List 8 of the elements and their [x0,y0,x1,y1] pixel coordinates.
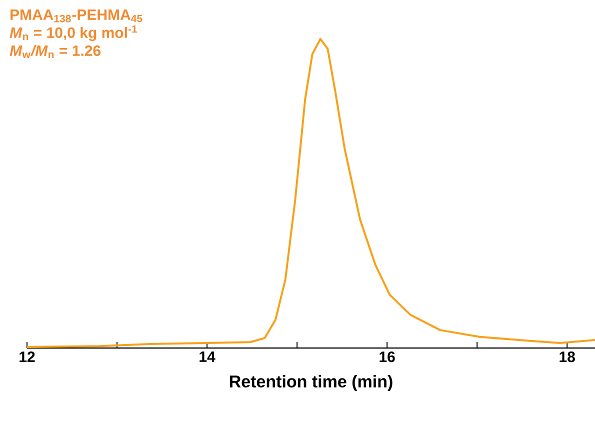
x-tick-label: 18 [560,352,575,362]
x-tick-label: 16 [380,352,395,362]
annotation: M$_{n}$ = 10,0 kg mol$^{-1}$ [10,25,138,42]
annotation: M$_{w}$/M$_{n}$ = 1.26 [10,44,101,58]
x-tick-label: 14 [200,352,216,362]
x-axis-title: Retention time (min) [230,375,392,391]
x-tick-label: 12 [20,352,35,362]
text: PMAA$_{138}$-PEHMA$_{45}$ [10,10,142,22]
